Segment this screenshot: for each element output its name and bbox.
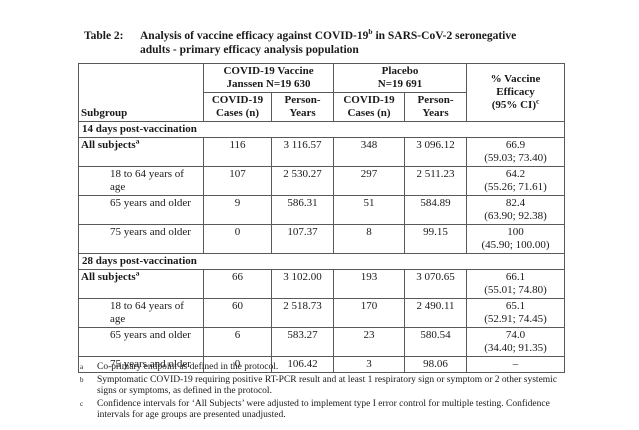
cell-placebo-person-years: 580.54 [404,327,468,357]
header-vaccine-efficacy: % Vaccine Efficacy (95% CI)c [466,63,566,122]
header-vaccine-cases: COVID-19 Cases (n) [203,92,272,122]
header-vaccine-person-years: Person- Years [270,92,335,122]
footnote-marker: a [80,363,84,371]
footnote-text: Confidence intervals for ‘All Subjects’ … [97,398,550,421]
header-group-row: Subgroup COVID-19 Vaccine Janssen N=19 6… [78,63,566,122]
cell-placebo-person-years: 2 511.23 [404,166,468,196]
table-title-number: Table 2: [84,30,124,42]
cell-placebo-cases: 297 [333,166,406,196]
cell-vaccine-efficacy: – [466,356,566,373]
header-placebo-group: Placebo N=19 691 [333,63,468,93]
title-footnote-ref-b: b [368,27,373,37]
footnote-marker: b [80,375,84,384]
footnote-marker: c [80,399,84,408]
cell-placebo-cases: 8 [333,224,406,254]
cell-vaccine-efficacy: 100 (45.90; 100.00) [466,224,566,254]
cell-placebo-person-years: 3 096.12 [404,137,468,167]
cell-vaccine-person-years: 586.31 [270,195,335,225]
table-row: 75 years and older 0 107.37 8 99.15 100(… [78,224,566,254]
footnote-ref-a: a [135,136,140,146]
cell-placebo-person-years: 3 070.65 [404,269,468,299]
section-row-14-days: 14 days post-vaccination [77,121,566,138]
title-line2: adults - primary efficacy analysis popul… [140,43,359,56]
cell-subgroup: All subjectsa [78,268,204,299]
cell-vaccine-cases: 66 [203,269,272,299]
cell-vaccine-person-years: 106.42 [270,356,335,373]
header-placebo-person-years: Person- Years [404,92,468,122]
footnote-a: a Co-primary endpoint as defined in the … [80,362,580,374]
cell-placebo-cases: 193 [333,269,406,299]
cell-placebo-person-years: 2 490.11 [404,298,468,328]
section-label: 14 days post-vaccination [77,121,566,138]
footnote-b: b Symptomatic COVID-19 requiring positiv… [80,375,580,398]
cell-vaccine-cases: 107 [203,166,272,196]
cell-vaccine-cases: 0 [203,224,272,254]
cell-subgroup: 18 to 64 years of age [78,166,204,196]
cell-vaccine-person-years: 2 518.73 [270,298,335,328]
cell-subgroup: 18 to 64 years of age [78,298,204,328]
table-row: 75 years and older 0 106.42 3 98.06 – [78,356,566,373]
cell-vaccine-efficacy: 64.2 (55.26; 71.61) [466,166,566,196]
table-title-text: Analysis of vaccine efficacy against COV… [140,27,570,57]
cell-vaccine-person-years: 3 116.57 [270,137,335,167]
cell-placebo-cases: 3 [333,356,406,373]
cell-vaccine-cases: 116 [203,137,272,167]
cell-placebo-cases: 170 [333,298,406,328]
cell-placebo-cases: 348 [333,137,406,167]
header-subgroup: Subgroup [78,63,204,122]
table-row: All subjectsa 116 3 116.57 348 3 096.12 … [78,136,566,167]
cell-vaccine-person-years: 583.27 [270,327,335,357]
cell-placebo-cases: 23 [333,327,406,357]
cell-vaccine-person-years: 2 530.27 [270,166,335,196]
cell-vaccine-person-years: 3 102.00 [270,269,335,299]
footnote-text: Symptomatic COVID-19 requiring positive … [97,374,558,397]
footnotes: a Co-primary endpoint as defined in the … [80,362,580,423]
footnote-c: c Confidence intervals for ‘All Subjects… [80,399,580,422]
section-label: 28 days post-vaccination [77,253,566,270]
header-placebo-cases: COVID-19 Cases (n) [333,92,406,122]
cell-vaccine-efficacy: 82.4 (63.90; 92.38) [466,195,566,225]
cell-vaccine-efficacy: 66.9 (59.03; 73.40) [466,137,566,167]
table-row: 18 to 64 years of age 107 2 530.27 297 2… [78,166,566,196]
table-row: 18 to 64 years of age 60 2 518.73 170 2 … [78,298,566,328]
cell-subgroup: 65 years and older [78,195,204,225]
cell-vaccine-person-years: 107.37 [270,224,335,254]
footnote-ref-a: a [135,268,140,278]
table-row: 65 years and older 9 586.31 51 584.89 82… [78,195,566,225]
cell-vaccine-efficacy: 65.1 (52.91; 74.45) [466,298,566,328]
cell-vaccine-efficacy: 74.0 (34.40; 91.35) [466,327,566,357]
cell-subgroup: 75 years and older [78,356,204,373]
table-row: All subjectsa 66 3 102.00 193 3 070.65 6… [78,268,566,299]
cell-vaccine-cases: 6 [203,327,272,357]
cell-vaccine-cases: 9 [203,195,272,225]
cell-placebo-person-years: 584.89 [404,195,468,225]
section-row-28-days: 28 days post-vaccination [77,253,566,270]
cell-placebo-person-years: 99.15 [404,224,468,254]
cell-vaccine-efficacy: 66.1 (55.01; 74.80) [466,269,566,299]
title-line1: Analysis of vaccine efficacy against COV… [140,27,517,42]
cell-subgroup: 65 years and older [78,327,204,357]
cell-vaccine-cases: 60 [203,298,272,328]
cell-subgroup: 75 years and older [78,224,204,254]
table-title: Table 2: Analysis of vaccine efficacy ag… [84,27,570,57]
vaccine-efficacy-table: Subgroup COVID-19 Vaccine Janssen N=19 6… [77,63,566,373]
cell-subgroup: All subjectsa [78,136,204,167]
cell-vaccine-cases: 0 [203,356,272,373]
header-footnote-ref-c: c [536,96,540,106]
table-row: 65 years and older 6 583.27 23 580.54 74… [78,327,566,357]
cell-placebo-cases: 51 [333,195,406,225]
footnote-text: Co-primary endpoint as defined in the pr… [97,362,279,372]
header-vaccine-group: COVID-19 Vaccine Janssen N=19 630 [202,63,335,93]
header-subcolumn-row: COVID-19 Cases (n) Person- Years COVID-19 C… [79,92,565,122]
